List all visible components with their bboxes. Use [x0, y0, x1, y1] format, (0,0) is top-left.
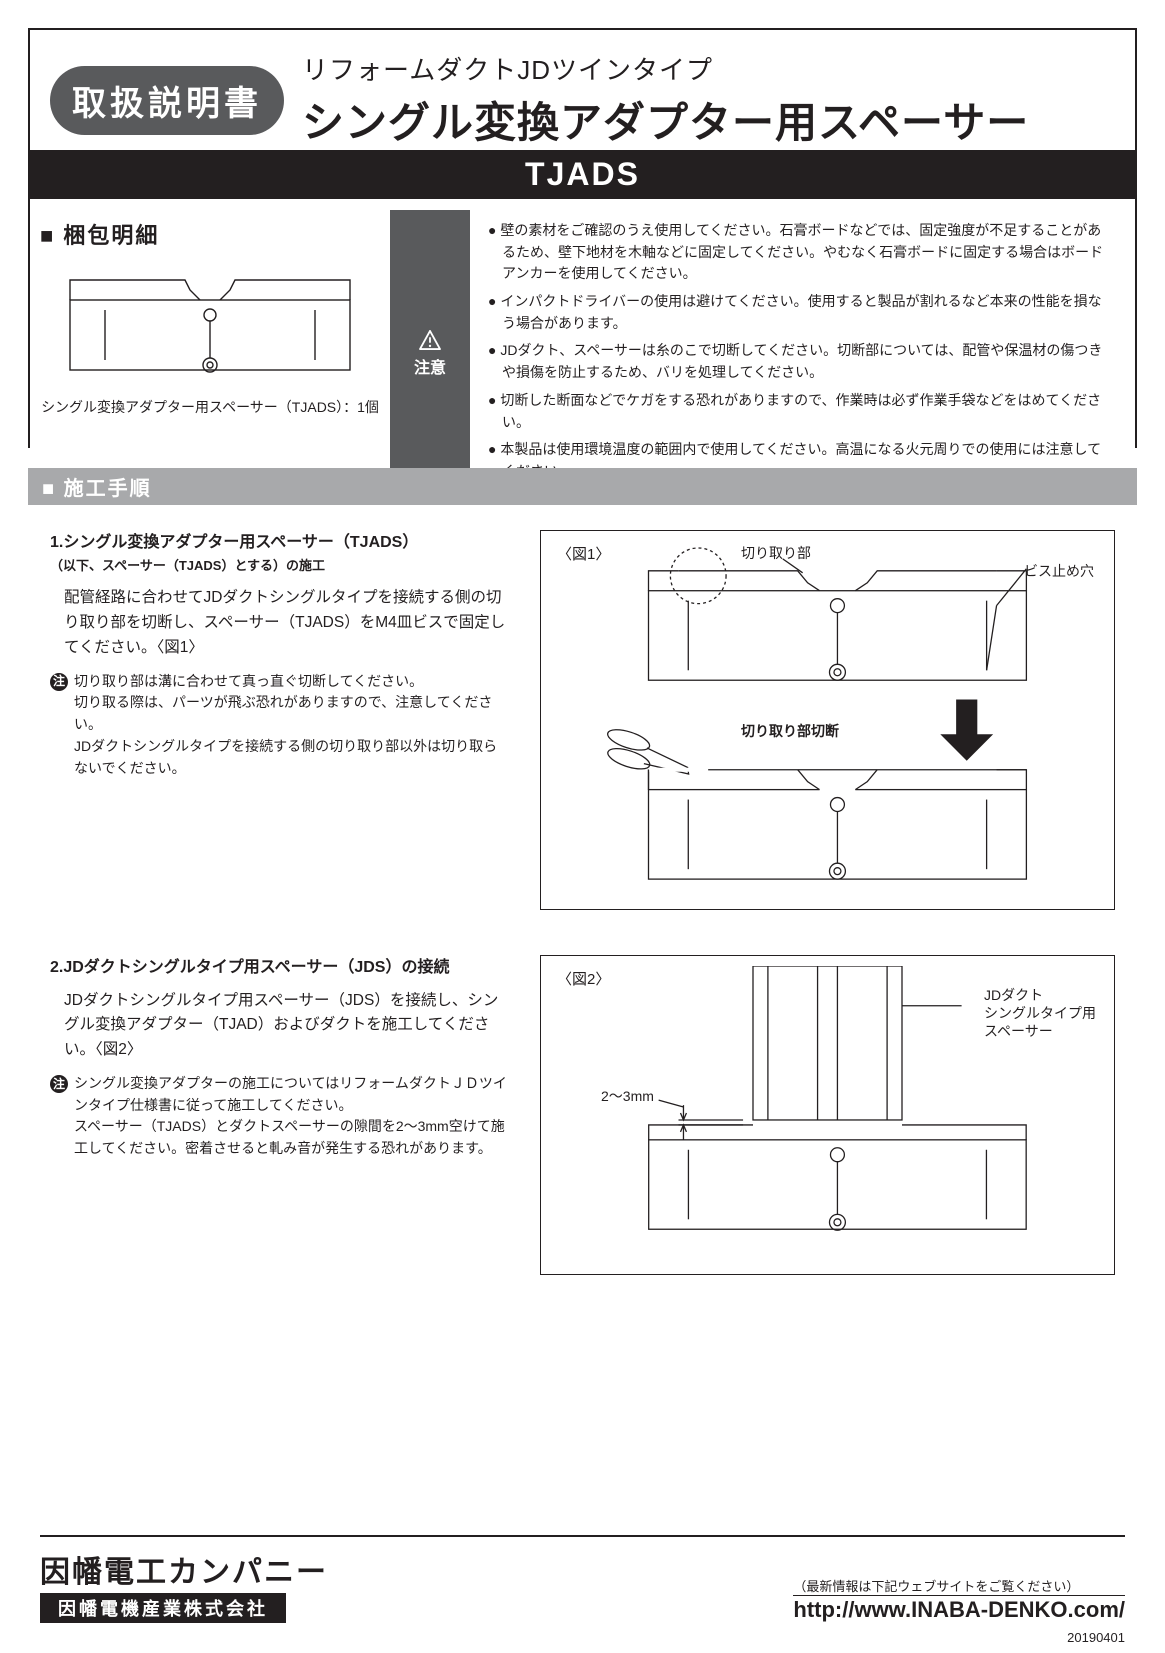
step2-body: JDダクトシングルタイプ用スペーサー（JDS）を接続し、シングル変換アダプター（…	[64, 989, 510, 1063]
step1-text: 1.シングル変換アダプター用スペーサー（TJADS） （以下、スペーサー（TJA…	[50, 530, 510, 910]
company-block: 因幡電工カンパニー 因幡電機産業株式会社	[40, 1547, 328, 1623]
packing-heading: 梱包明細	[40, 218, 380, 250]
model-bar: TJADS	[28, 150, 1137, 199]
footer-rule	[40, 1535, 1125, 1537]
caution-label: 注意	[390, 210, 470, 499]
title-subtitle: リフォームダクトJDツインタイプ	[302, 50, 1125, 87]
url-note: （最新情報は下記ウェブサイトをご覧ください）	[793, 1576, 1125, 1595]
step2-text: 2.JDダクトシングルタイプ用スペーサー（JDS）の接続 JDダクトシングルタイ…	[50, 955, 510, 1275]
company-sub: 因幡電機産業株式会社	[40, 1593, 286, 1623]
step2-title: 2.JDダクトシングルタイプ用スペーサー（JDS）の接続	[50, 955, 510, 981]
header: 取扱説明書 リフォームダクトJDツインタイプ シングル変換アダプター用スペーサー	[50, 50, 1125, 150]
manual-badge: 取扱説明書	[50, 66, 284, 135]
company-main: 因幡電工カンパニー	[40, 1547, 328, 1591]
step2-note: 注 シングル変換アダプターの施工についてはリフォームダクトＪＤツインタイプ仕様書…	[50, 1073, 510, 1160]
step1-note-text: 切り取り部は溝に合わせて真っ直ぐ切断してください。 切り取る際は、パーツが飛ぶ恐…	[74, 671, 510, 779]
procedure-heading: 施工手順	[28, 468, 1137, 505]
title-block: リフォームダクトJDツインタイプ シングル変換アダプター用スペーサー	[302, 50, 1125, 150]
packing-section: 梱包明細 シングル変換アダプター用スペーサー（TJADS）：1個	[40, 218, 380, 417]
warning-icon	[419, 330, 441, 350]
footer: 因幡電工カンパニー 因幡電機産業株式会社 （最新情報は下記ウェブサイトをご覧くだ…	[40, 1535, 1125, 1623]
caution-item: 壁の素材をご確認のうえ使用してください。石膏ボードなどでは、固定強度が不足するこ…	[488, 220, 1111, 285]
title-main: シングル変換アダプター用スペーサー	[302, 89, 1125, 150]
url: http://www.INABA-DENKO.com/	[793, 1595, 1125, 1623]
figure-1: 〈図1〉 切り取り部 ビス止め穴 切り取り部切断	[540, 530, 1115, 910]
caution-label-text: 注意	[414, 354, 446, 378]
caution-item: インパクトドライバーの使用は避けてください。使用すると製品が割れるなど本来の性能…	[488, 291, 1111, 334]
note-icon: 注	[50, 673, 68, 691]
doc-date: 20190401	[1067, 1630, 1125, 1645]
step1-note: 注 切り取り部は溝に合わせて真っ直ぐ切断してください。 切り取る際は、パーツが飛…	[50, 671, 510, 779]
caution-item: JDダクト、スペーサーは糸のこで切断してください。切断部については、配管や保温材…	[488, 340, 1111, 383]
note-icon: 注	[50, 1075, 68, 1093]
step-1: 1.シングル変換アダプター用スペーサー（TJADS） （以下、スペーサー（TJA…	[50, 530, 1115, 910]
step2-note-text: シングル変換アダプターの施工についてはリフォームダクトＪＤツインタイプ仕様書に従…	[74, 1073, 510, 1160]
figure-2: 〈図2〉 JDダクト シングルタイプ用 スペーサー 2～3mm	[540, 955, 1115, 1275]
step1-title: 1.シングル変換アダプター用スペーサー（TJADS）	[50, 530, 510, 556]
step-2: 2.JDダクトシングルタイプ用スペーサー（JDS）の接続 JDダクトシングルタイ…	[50, 955, 1115, 1275]
packing-illustration	[65, 270, 355, 385]
step1-body: 配管経路に合わせてJDダクトシングルタイプを接続する側の切り取り部を切断し、スペ…	[64, 586, 510, 660]
step1-title-sub: （以下、スペーサー（TJADS）とする）の施工	[50, 556, 510, 577]
caution-item: 切断した断面などでケガをする恐れがありますので、作業時は必ず作業手袋などをはめて…	[488, 390, 1111, 433]
caution-box: 注意 壁の素材をご確認のうえ使用してください。石膏ボードなどでは、固定強度が不足…	[390, 210, 1125, 499]
packing-caption: シングル変換アダプター用スペーサー（TJADS）：1個	[40, 397, 380, 417]
url-block: （最新情報は下記ウェブサイトをご覧ください） http://www.INABA-…	[793, 1576, 1125, 1623]
caution-list: 壁の素材をご確認のうえ使用してください。石膏ボードなどでは、固定強度が不足するこ…	[470, 210, 1125, 499]
